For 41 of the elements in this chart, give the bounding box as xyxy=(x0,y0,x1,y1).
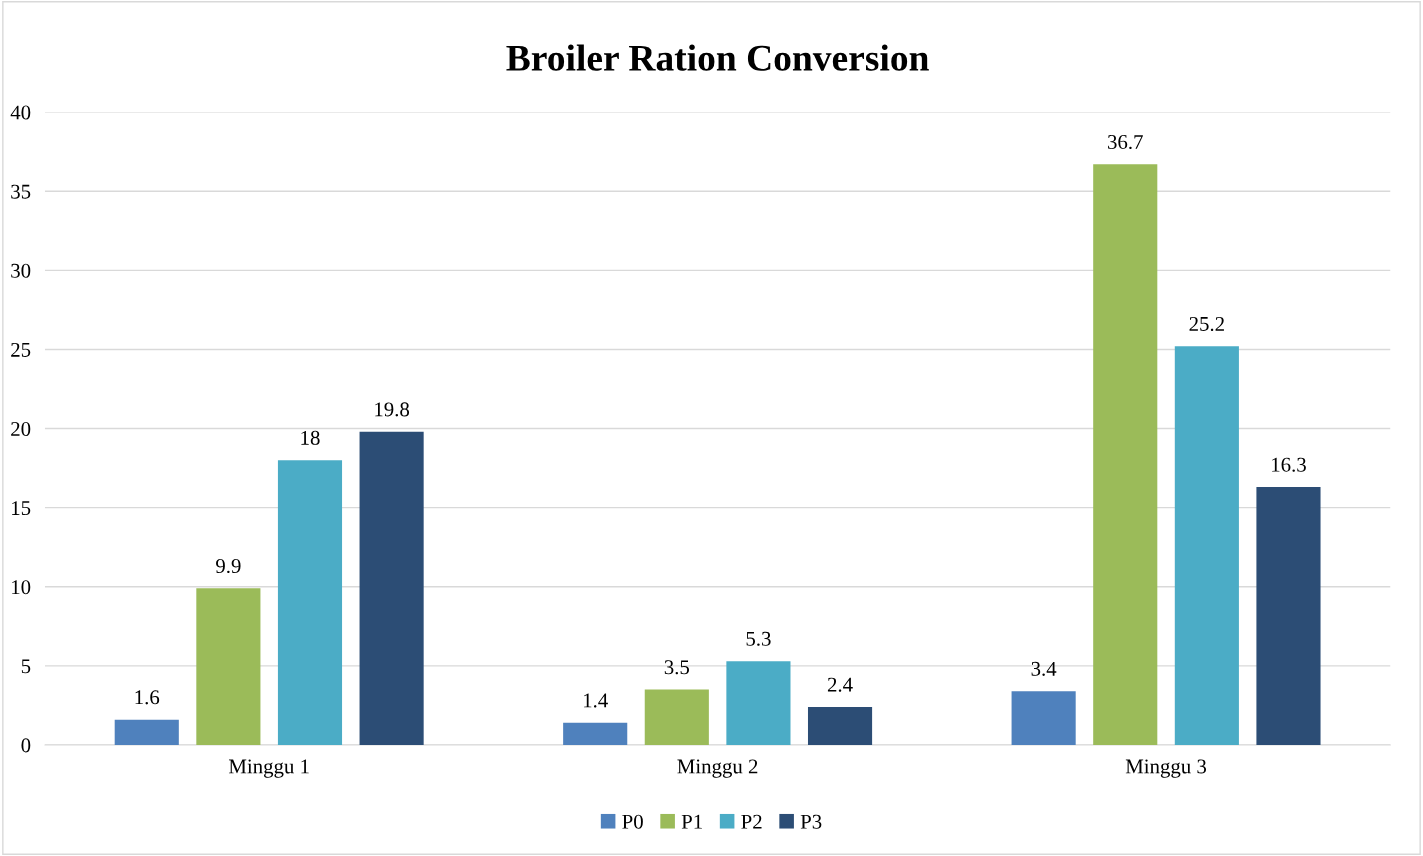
data-label: 5.3 xyxy=(746,631,771,646)
legend-label: P2 xyxy=(741,814,762,829)
bar xyxy=(1011,691,1076,745)
data-label: 19.8 xyxy=(375,402,410,417)
bar xyxy=(114,719,179,745)
data-label: 2.4 xyxy=(827,677,853,692)
legend-label: P0 xyxy=(622,814,643,829)
y-tick-label: 15 xyxy=(12,501,31,516)
y-tick-label: 5 xyxy=(21,659,31,674)
bar xyxy=(807,707,873,745)
bar xyxy=(644,689,709,745)
legend-label: P1 xyxy=(681,814,702,829)
data-label: 1.4 xyxy=(584,693,608,708)
y-tick-label: 10 xyxy=(12,580,31,595)
chart-title: Broiler Ration Conversion xyxy=(506,44,929,71)
data-label: 36.7 xyxy=(1108,135,1143,150)
bar xyxy=(277,460,343,745)
y-tick-label: 35 xyxy=(11,184,31,199)
bar xyxy=(359,431,424,745)
y-tick-label: 25 xyxy=(11,342,31,357)
data-label: 18 xyxy=(301,430,320,445)
y-tick-label: 0 xyxy=(21,738,31,753)
data-label: 16.3 xyxy=(1272,457,1306,472)
data-label: 9.9 xyxy=(216,559,241,574)
x-tick-label: Minggu 1 xyxy=(228,759,309,778)
y-tick-label: 40 xyxy=(10,105,31,120)
y-tick-label: 20 xyxy=(11,421,31,436)
bar xyxy=(1093,164,1158,745)
y-tick-label: 30 xyxy=(11,263,31,278)
bar xyxy=(563,722,628,745)
bar xyxy=(726,661,791,745)
data-label: 25.2 xyxy=(1189,316,1224,332)
bar xyxy=(1256,487,1321,745)
data-label: 1.6 xyxy=(135,690,160,705)
bar xyxy=(196,588,261,745)
x-tick-label: Minggu 3 xyxy=(1125,759,1207,778)
legend-label: P3 xyxy=(800,814,822,829)
x-tick-label: Minggu 2 xyxy=(677,759,758,778)
bar xyxy=(1174,346,1239,745)
data-label: 3.4 xyxy=(1031,661,1057,676)
data-label: 3.5 xyxy=(664,660,690,675)
